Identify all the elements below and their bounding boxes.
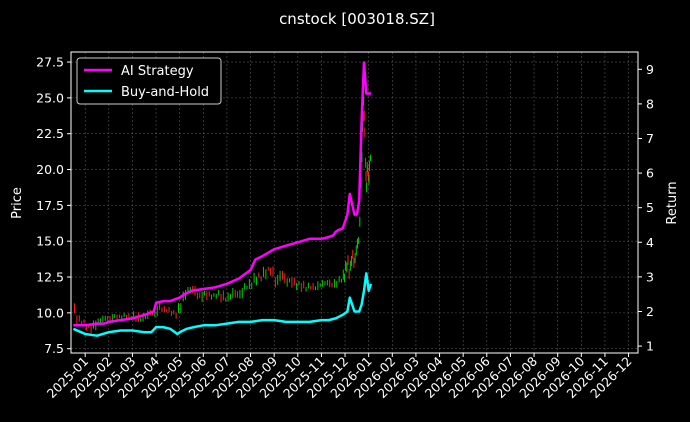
x-axis: 2025-012025-022025-032025-042025-052025-… [44, 353, 635, 401]
grid-lines [71, 52, 638, 353]
right-tick-label: 2 [646, 304, 654, 319]
left-tick-label: 15.0 [36, 234, 64, 249]
right-tick-label: 9 [646, 62, 654, 77]
right-tick-label: 8 [646, 96, 654, 111]
left-tick-label: 17.5 [36, 198, 64, 213]
legend-label-ai-strategy: AI Strategy [121, 64, 194, 79]
right-tick-label: 7 [646, 131, 654, 146]
left-axis: 7.5 10.0 12.5 15.0 17.5 20.0 22.5 25.0 27.5 [36, 55, 71, 356]
plot-frame [70, 51, 639, 354]
right-tick-label: 6 [646, 166, 654, 181]
left-axis-label: Price [10, 187, 25, 219]
legend: AI Strategy Buy-and-Hold [76, 57, 222, 105]
return-lines [72, 61, 373, 337]
left-tick-label: 12.5 [36, 270, 64, 285]
series-line-buy-and-hold [72, 272, 373, 337]
left-tick-label: 10.0 [36, 305, 64, 320]
series-line-ai-strategy [73, 61, 371, 327]
left-tick-label: 22.5 [36, 126, 64, 141]
right-axis-label: Return [665, 181, 680, 224]
right-tick-label: 5 [646, 200, 654, 215]
right-tick-label: 1 [646, 339, 654, 354]
chart-title: cnstock [003018.SZ] [279, 10, 435, 28]
left-tick-label: 27.5 [36, 55, 64, 70]
left-tick-label: 7.5 [44, 341, 64, 356]
right-tick-label: 4 [646, 235, 654, 250]
price-candles [74, 95, 372, 334]
left-tick-label: 20.0 [36, 162, 64, 177]
legend-box [76, 57, 222, 105]
right-axis: 1 2 3 4 5 6 7 8 9 [638, 62, 654, 354]
left-tick-label: 25.0 [36, 90, 64, 105]
legend-label-buy-and-hold: Buy-and-Hold [121, 85, 209, 100]
right-tick-label: 3 [646, 269, 654, 284]
